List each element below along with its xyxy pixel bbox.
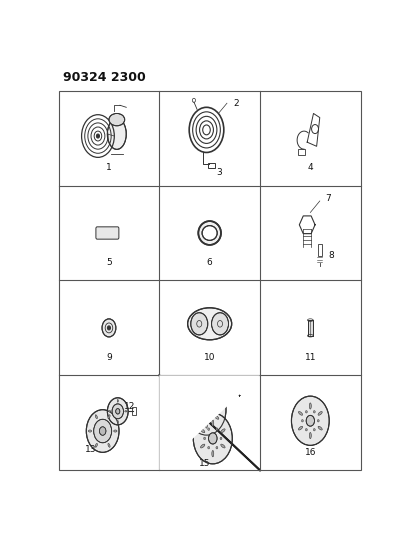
- Circle shape: [305, 415, 314, 426]
- Circle shape: [193, 413, 232, 464]
- Circle shape: [291, 396, 328, 446]
- Ellipse shape: [187, 308, 231, 340]
- Circle shape: [313, 410, 314, 413]
- Circle shape: [208, 433, 217, 444]
- Circle shape: [201, 418, 203, 420]
- Text: 12: 12: [124, 402, 135, 411]
- Ellipse shape: [202, 225, 217, 240]
- Polygon shape: [159, 375, 259, 470]
- Text: 9: 9: [106, 353, 111, 362]
- Circle shape: [207, 428, 209, 431]
- Ellipse shape: [117, 421, 118, 423]
- Ellipse shape: [298, 411, 302, 415]
- Bar: [297, 149, 304, 155]
- Ellipse shape: [309, 432, 311, 439]
- Bar: [208, 163, 215, 168]
- Circle shape: [201, 399, 203, 402]
- Ellipse shape: [113, 430, 117, 432]
- Circle shape: [190, 313, 207, 335]
- Circle shape: [207, 447, 209, 449]
- Circle shape: [115, 409, 119, 414]
- Ellipse shape: [194, 400, 198, 404]
- Ellipse shape: [198, 221, 220, 245]
- Ellipse shape: [220, 429, 224, 433]
- FancyBboxPatch shape: [96, 227, 119, 239]
- Ellipse shape: [95, 443, 97, 447]
- Bar: [317, 244, 321, 255]
- Circle shape: [209, 399, 211, 402]
- Ellipse shape: [109, 410, 111, 412]
- Ellipse shape: [211, 450, 213, 457]
- Bar: [307, 320, 312, 336]
- Ellipse shape: [107, 119, 126, 149]
- Circle shape: [107, 326, 110, 330]
- Text: 6: 6: [206, 259, 212, 268]
- Circle shape: [211, 313, 228, 335]
- Ellipse shape: [317, 411, 322, 415]
- Ellipse shape: [117, 399, 118, 402]
- Text: 11: 11: [304, 353, 315, 362]
- Circle shape: [112, 404, 123, 419]
- Circle shape: [215, 428, 217, 431]
- Ellipse shape: [317, 426, 322, 430]
- Circle shape: [305, 429, 307, 431]
- Ellipse shape: [309, 403, 311, 409]
- Text: 7: 7: [324, 193, 330, 203]
- Circle shape: [94, 419, 111, 443]
- Ellipse shape: [214, 415, 218, 419]
- Circle shape: [301, 419, 303, 422]
- Circle shape: [197, 408, 199, 411]
- Ellipse shape: [211, 420, 213, 426]
- Ellipse shape: [108, 443, 110, 447]
- Text: 2: 2: [233, 99, 239, 108]
- Circle shape: [107, 398, 128, 425]
- Circle shape: [209, 418, 211, 420]
- Circle shape: [317, 419, 318, 422]
- Circle shape: [203, 437, 205, 440]
- Bar: [132, 407, 135, 415]
- Text: 8: 8: [327, 251, 333, 260]
- Text: 15: 15: [199, 458, 210, 467]
- Circle shape: [305, 410, 307, 413]
- Text: 10: 10: [203, 353, 215, 362]
- Ellipse shape: [205, 391, 207, 398]
- Ellipse shape: [124, 410, 126, 412]
- Text: 3: 3: [216, 168, 222, 177]
- Circle shape: [220, 437, 222, 440]
- Circle shape: [213, 408, 215, 411]
- Circle shape: [86, 410, 119, 453]
- Circle shape: [215, 447, 217, 449]
- Ellipse shape: [205, 422, 207, 428]
- Ellipse shape: [220, 444, 224, 448]
- Ellipse shape: [109, 114, 124, 126]
- Ellipse shape: [214, 400, 218, 404]
- Circle shape: [202, 404, 210, 415]
- Bar: [307, 320, 312, 336]
- Ellipse shape: [108, 415, 110, 418]
- Ellipse shape: [88, 430, 92, 432]
- Text: 1: 1: [106, 164, 111, 172]
- Text: 16: 16: [304, 448, 315, 457]
- Circle shape: [99, 427, 106, 435]
- Circle shape: [187, 384, 226, 435]
- Ellipse shape: [298, 426, 302, 430]
- Ellipse shape: [200, 429, 204, 433]
- Text: 13: 13: [85, 445, 96, 454]
- Text: 4: 4: [307, 164, 312, 172]
- Ellipse shape: [200, 444, 204, 448]
- Circle shape: [313, 429, 314, 431]
- Text: 14: 14: [230, 390, 241, 399]
- Circle shape: [102, 319, 115, 337]
- Ellipse shape: [95, 415, 97, 418]
- Text: 5: 5: [106, 259, 111, 268]
- Ellipse shape: [194, 415, 198, 419]
- Text: 90324 2300: 90324 2300: [63, 71, 146, 84]
- Circle shape: [96, 134, 99, 138]
